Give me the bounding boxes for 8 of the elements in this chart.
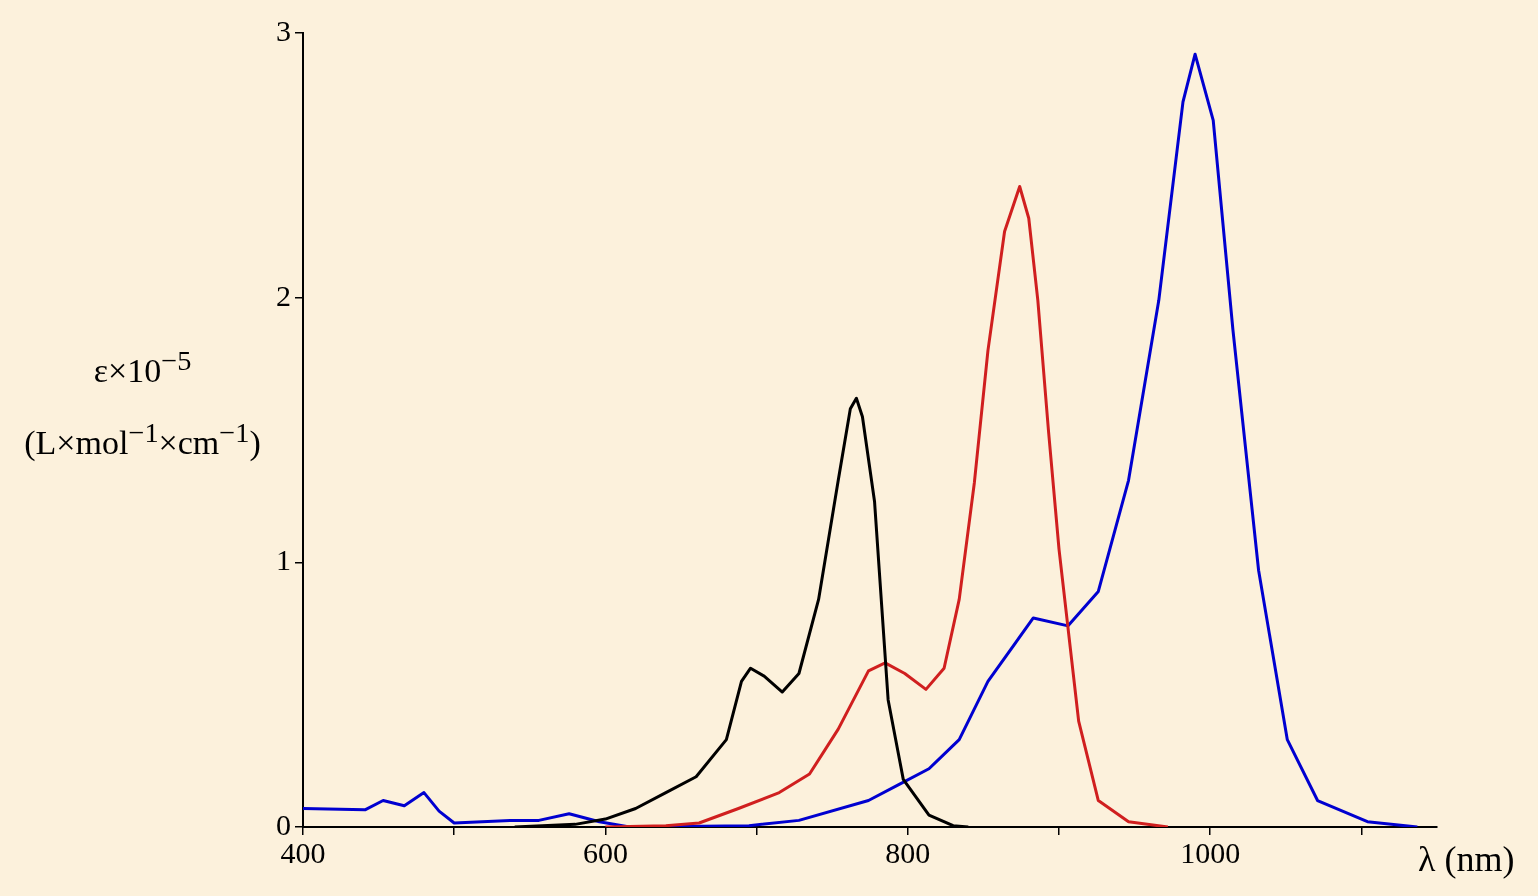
x-tick-label: 800 <box>885 835 931 869</box>
y-tick-label: 1 <box>276 543 291 577</box>
x-tick-label: 600 <box>582 835 628 869</box>
x-tick-label: 1000 <box>1180 835 1241 869</box>
y-tick-label: 2 <box>276 278 291 312</box>
x-axis-title: λ (nm) <box>1418 838 1515 880</box>
text: ε×10$^{−5}$ (L×mol$^{−1}$×cm$^{−1}$) <box>24 345 261 462</box>
y-tick-label: 3 <box>276 13 291 47</box>
